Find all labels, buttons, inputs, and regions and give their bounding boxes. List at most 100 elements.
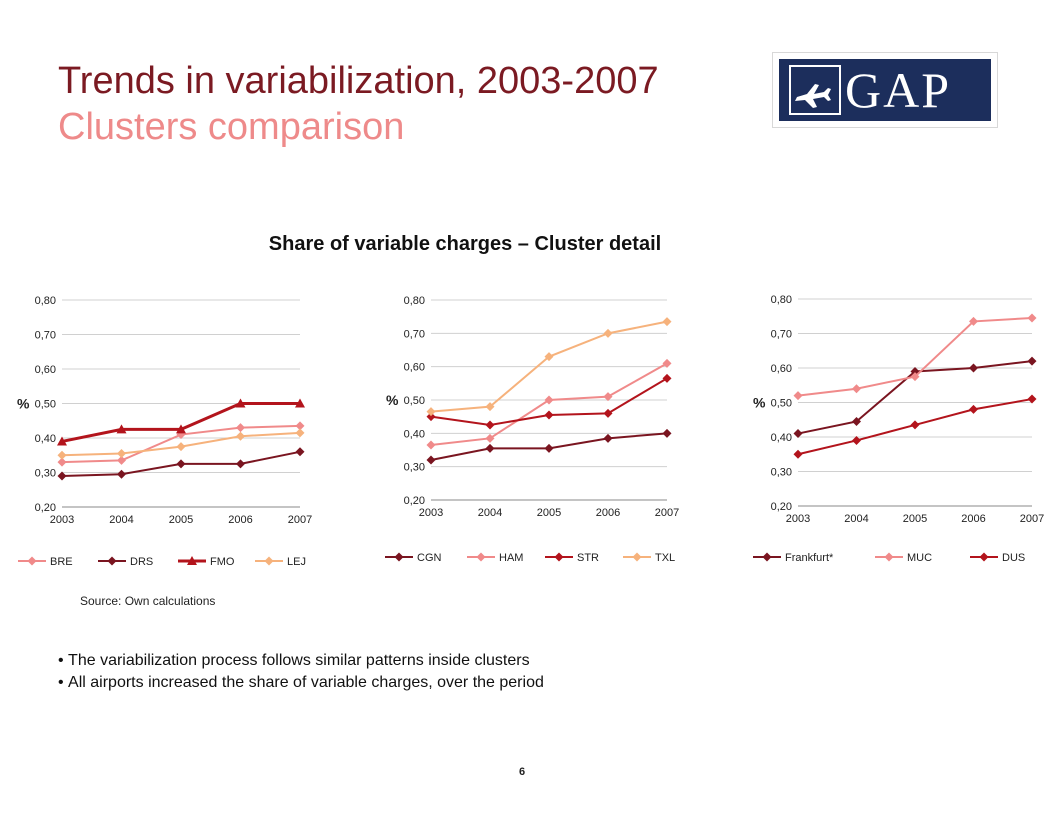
data-point — [295, 398, 305, 408]
x-tick-label: 2003 — [50, 514, 74, 526]
legend-swatch-marker — [27, 556, 37, 566]
data-point — [426, 407, 436, 417]
data-point — [544, 352, 554, 362]
x-tick-label: 2003 — [419, 507, 443, 519]
data-point — [485, 420, 495, 430]
data-point — [544, 443, 554, 453]
x-tick-label: 2004 — [109, 514, 133, 526]
x-tick-label: 2005 — [537, 507, 561, 519]
y-tick-label: 0,50 — [771, 398, 792, 410]
chart-cluster-3: 0,20 0,30 0,40 0,50 0,60 0,70 0,80 2003 2004 2005… — [753, 294, 1044, 564]
data-point — [662, 358, 672, 368]
data-point — [236, 459, 245, 469]
x-tick-label: 2005 — [169, 514, 193, 526]
data-point — [57, 457, 67, 467]
x-tick-label: 2007 — [1020, 513, 1044, 525]
x-tick-label: 2005 — [903, 513, 927, 525]
data-point — [793, 449, 803, 459]
y-tick-label: 0,20 — [404, 495, 425, 507]
y-tick-label: 0,50 — [35, 399, 56, 411]
y-axis-label: % — [753, 395, 766, 411]
y-axis-label: % — [17, 396, 30, 412]
data-point — [662, 428, 672, 438]
y-tick-label: 0,40 — [404, 428, 425, 440]
legend-swatch-marker — [264, 556, 274, 566]
chart-cluster-1: 0,20 0,30 0,40 0,50 0,60 0,70 0,80 2003 2004 2005… — [17, 295, 312, 568]
data-point — [176, 424, 186, 434]
legend-label: BRE — [50, 556, 73, 568]
data-point — [235, 398, 246, 408]
y-tick-label: 0,20 — [771, 501, 792, 513]
legend-label: MUC — [907, 552, 932, 564]
data-point — [910, 366, 920, 376]
y-tick-label: 0,30 — [771, 467, 792, 479]
data-point — [910, 420, 920, 430]
y-tick-label: 0,80 — [35, 295, 56, 307]
data-point — [176, 442, 186, 452]
legend-swatch-marker — [632, 552, 642, 562]
data-point — [910, 372, 920, 382]
data-point — [852, 384, 861, 394]
data-point — [852, 435, 861, 445]
x-tick-label: 2003 — [786, 513, 810, 525]
y-axis-label: % — [386, 392, 399, 408]
legend-swatch-marker — [187, 556, 197, 565]
data-point — [295, 428, 305, 438]
data-point — [662, 317, 672, 327]
x-tick-label: 2006 — [228, 514, 252, 526]
source-note: Source: Own calculations — [80, 594, 216, 608]
data-point — [295, 421, 305, 431]
bullet-list: The variabilization process follows simi… — [58, 650, 544, 694]
data-point — [969, 363, 978, 373]
data-point — [117, 449, 126, 459]
data-point — [426, 440, 436, 450]
data-point — [1027, 313, 1037, 323]
legend-label: HAM — [499, 552, 523, 564]
legend-label: DUS — [1002, 552, 1025, 564]
data-point — [603, 433, 613, 443]
y-tick-label: 0,70 — [35, 330, 56, 342]
data-point — [969, 404, 978, 414]
data-point — [57, 450, 67, 460]
data-point — [662, 373, 672, 383]
x-tick-label: 2004 — [478, 507, 502, 519]
data-point — [544, 395, 554, 405]
legend-swatch-marker — [762, 552, 772, 562]
data-point — [176, 459, 186, 469]
data-point — [1027, 356, 1037, 366]
y-tick-label: 0,30 — [35, 468, 56, 480]
x-tick-label: 2004 — [844, 513, 868, 525]
bullet-item: All airports increased the share of vari… — [58, 672, 544, 694]
x-tick-label: 2006 — [596, 507, 620, 519]
page-number: 6 — [518, 766, 526, 778]
y-tick-label: 0,40 — [35, 433, 56, 445]
y-tick-label: 0,70 — [771, 329, 792, 341]
legend-label: STR — [577, 552, 599, 564]
data-point — [603, 392, 613, 402]
data-point — [295, 447, 305, 457]
legend-label: CGN — [417, 552, 442, 564]
legend-swatch-marker — [979, 552, 989, 562]
data-point — [793, 391, 803, 401]
x-tick-label: 2006 — [961, 513, 985, 525]
data-point — [852, 416, 861, 426]
data-point — [176, 430, 186, 440]
y-tick-label: 0,50 — [404, 395, 425, 407]
y-tick-label: 0,40 — [771, 432, 792, 444]
legend-swatch-marker — [884, 552, 894, 562]
data-point — [426, 455, 436, 465]
legend-swatch-marker — [107, 556, 117, 566]
data-point — [485, 433, 495, 443]
logo-background: GAP — [779, 59, 991, 121]
gap-logo: GAP — [772, 52, 998, 128]
y-tick-label: 0,60 — [771, 363, 792, 375]
legend-label: DRS — [130, 556, 153, 568]
legend-swatch-marker — [554, 552, 564, 562]
y-tick-label: 0,80 — [404, 295, 425, 307]
airplane-icon — [789, 65, 841, 115]
data-point — [236, 431, 245, 441]
legend-swatch-marker — [394, 552, 404, 562]
chart-cluster-2: 0,20 0,30 0,40 0,50 0,60 0,70 0,80 2003 2004 2005… — [385, 295, 679, 564]
data-point — [603, 328, 613, 338]
series-line — [797, 316, 1033, 397]
